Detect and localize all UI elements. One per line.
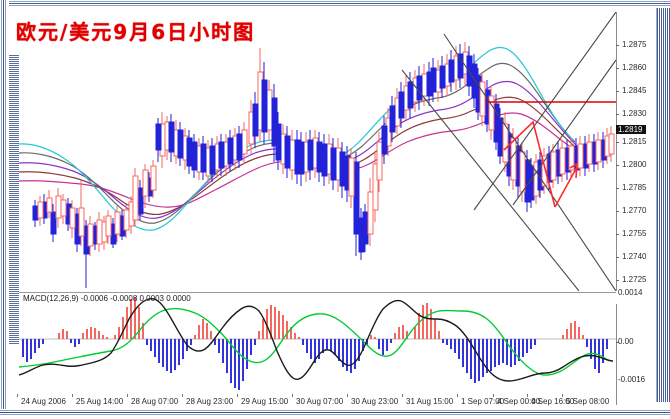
time-tick: 29 Aug 15:00 <box>237 394 288 406</box>
descending-channel-lower <box>401 69 580 291</box>
macd-histogram <box>22 297 608 390</box>
price-chart-panel[interactable] <box>19 12 616 291</box>
macd-indicator-label: MACD(12,26,9) -0.0006 -0.0008 0.0003 0.0… <box>23 294 191 303</box>
page-title: 欧元/美元9月6日小时图 <box>16 20 256 44</box>
descending-channel-upper <box>443 33 616 291</box>
price-tick: 1.2875 <box>616 40 658 50</box>
macd-chart-svg <box>19 297 616 390</box>
trendline-annotations[interactable] <box>401 12 616 291</box>
macd-line <box>19 298 614 382</box>
candlestick-series <box>32 42 615 288</box>
macd-axis-line <box>616 304 617 405</box>
price-tick: 1.2770 <box>616 206 658 216</box>
time-tick: 28 Aug 07:00 <box>127 394 178 406</box>
price-tick: 1.2740 <box>616 252 658 262</box>
current-price-badge: 1.2819 <box>616 125 646 134</box>
vertical-scrollbar-right[interactable] <box>656 8 670 402</box>
price-axis-line <box>616 12 617 291</box>
price-tick: 1.2755 <box>616 229 658 239</box>
time-axis[interactable]: 24 Aug 2006 25 Aug 14:00 28 Aug 07:00 28… <box>17 394 616 410</box>
price-tick: 1.2725 <box>616 275 658 285</box>
time-tick: 5 Sep 08:00 <box>562 394 609 406</box>
time-tick: 24 Aug 2006 <box>17 394 66 406</box>
macd-tick: -0.0016 <box>618 375 646 384</box>
time-tick: 4 Sep 00:00 <box>493 394 540 406</box>
window-frame-bottom <box>0 409 670 419</box>
price-tick: 1.2815 <box>616 137 658 147</box>
window-frame-top <box>0 0 670 9</box>
forecast-zigzag-arrow[interactable] <box>503 120 578 208</box>
vertical-scrollbar-left[interactable] <box>9 55 19 345</box>
macd-panel[interactable] <box>19 292 616 394</box>
price-tick: 1.2860 <box>616 63 658 73</box>
ascending-channel-upper <box>512 59 616 206</box>
time-tick: 4 Sep 16:00 <box>527 394 574 406</box>
ma-cyan-line <box>19 46 574 231</box>
price-axis[interactable]: 1.2875 1.2860 1.2845 1.2830 1.2819 1.281… <box>616 12 658 405</box>
ascending-channel-lower <box>473 12 616 211</box>
price-tick: 1.2845 <box>616 86 658 96</box>
macd-tick: 0.00 <box>616 337 634 346</box>
price-tick: 1.2800 <box>616 160 658 170</box>
time-tick: 28 Aug 23:00 <box>182 394 233 406</box>
price-chart-svg <box>19 12 616 291</box>
macd-tick: 0.0014 <box>618 288 643 297</box>
time-tick: 31 Aug 15:00 <box>402 394 453 406</box>
time-tick: 25 Aug 14:00 <box>72 394 123 406</box>
price-tick: 1.2785 <box>616 183 658 193</box>
time-tick: 1 Sep 07:00 <box>457 394 504 406</box>
price-tick: 1.2830 <box>616 109 658 119</box>
macd-signal-line <box>19 307 610 376</box>
window-frame-left <box>0 0 9 419</box>
time-tick: 30 Aug 07:00 <box>292 394 343 406</box>
time-tick: 30 Aug 23:00 <box>347 394 398 406</box>
